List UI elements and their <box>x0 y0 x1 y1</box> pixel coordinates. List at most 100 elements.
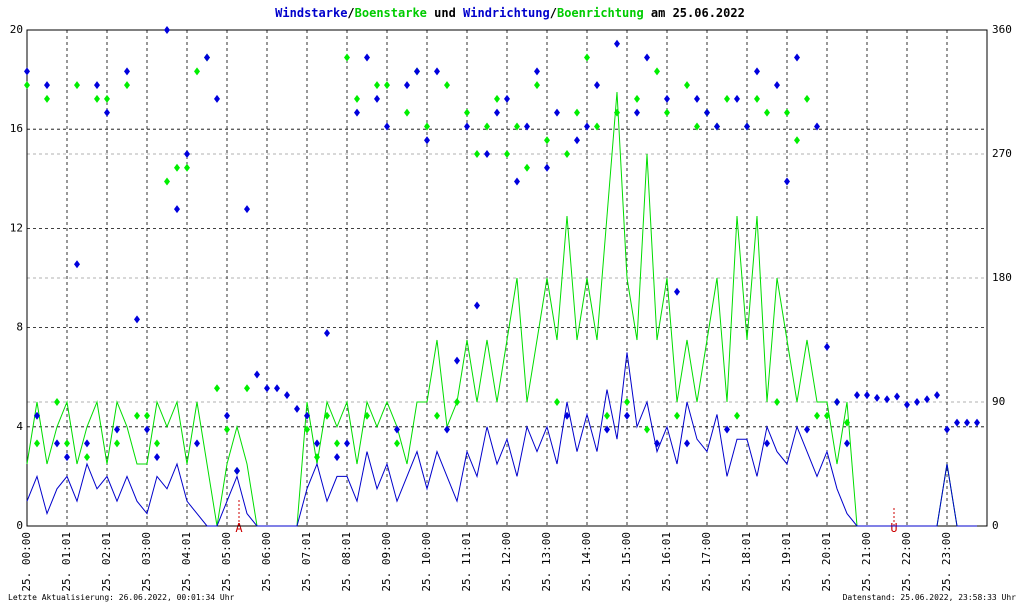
direction-point <box>794 53 800 62</box>
direction-point <box>84 453 90 462</box>
direction-point <box>884 395 890 404</box>
direction-point <box>254 370 260 379</box>
direction-point <box>354 94 360 103</box>
direction-point <box>534 81 540 90</box>
direction-point <box>614 108 620 117</box>
direction-point <box>284 391 290 400</box>
direction-point <box>844 418 850 427</box>
annotation: A <box>235 521 243 535</box>
direction-point <box>604 425 610 434</box>
direction-point <box>144 411 150 420</box>
y-tick-label: 0 <box>16 519 23 532</box>
direction-point <box>554 108 560 117</box>
direction-point <box>764 439 770 448</box>
y2-tick-label: 0 <box>992 519 999 532</box>
direction-point <box>844 439 850 448</box>
direction-point <box>114 439 120 448</box>
direction-point <box>614 39 620 48</box>
x-tick-label: 25. 18:01 <box>740 532 753 592</box>
y2-tick-label: 90 <box>992 395 1005 408</box>
direction-point <box>424 136 430 145</box>
y-tick-label: 16 <box>10 122 23 135</box>
y-tick-label: 8 <box>16 321 23 334</box>
x-tick-label: 25. 23:00 <box>940 532 953 592</box>
direction-point <box>754 67 760 76</box>
direction-point <box>384 81 390 90</box>
direction-point <box>784 108 790 117</box>
direction-point <box>684 439 690 448</box>
direction-point <box>564 150 570 158</box>
direction-point <box>214 94 220 103</box>
direction-point <box>364 411 370 420</box>
direction-point <box>634 94 640 103</box>
direction-point <box>124 67 130 76</box>
direction-point <box>704 108 710 117</box>
direction-point <box>574 136 580 145</box>
direction-point <box>654 439 660 448</box>
direction-point <box>64 439 70 448</box>
direction-point <box>214 384 220 393</box>
direction-point <box>594 81 600 90</box>
y-tick-label: 4 <box>16 420 23 433</box>
direction-point <box>464 108 470 117</box>
direction-point <box>444 81 450 90</box>
direction-point <box>554 398 560 406</box>
direction-point <box>114 425 120 434</box>
direction-point <box>904 400 910 409</box>
direction-point <box>734 94 740 103</box>
direction-point <box>104 94 110 103</box>
direction-point <box>544 136 550 145</box>
direction-point <box>314 453 320 462</box>
direction-point <box>534 67 540 76</box>
direction-point <box>504 94 510 103</box>
direction-point <box>464 122 470 131</box>
direction-point <box>544 163 550 172</box>
direction-point <box>54 439 60 448</box>
direction-point <box>44 94 50 103</box>
direction-point <box>24 81 30 90</box>
direction-point <box>124 81 130 90</box>
title-part: Windstarke <box>275 6 347 20</box>
direction-point <box>164 26 170 34</box>
title-part: / <box>347 6 354 20</box>
direction-point <box>804 94 810 103</box>
direction-point <box>384 122 390 131</box>
direction-point <box>374 81 380 90</box>
direction-point <box>684 81 690 90</box>
plot-frame <box>26 29 988 527</box>
x-tick-label: 25. 21:00 <box>860 532 873 592</box>
direction-point <box>314 439 320 448</box>
direction-point <box>484 122 490 131</box>
direction-point <box>524 163 530 172</box>
x-tick-label: 25. 11:01 <box>460 532 473 592</box>
y2-tick-label: 270 <box>992 147 1012 160</box>
x-tick-label: 25. 00:00 <box>20 532 33 592</box>
footer-right: Datenstand: 25.06.2022, 23:58:33 Uhr <box>843 593 1017 602</box>
direction-point <box>584 53 590 62</box>
direction-point <box>404 81 410 90</box>
direction-point <box>924 395 930 404</box>
x-tick-label: 25. 10:00 <box>420 532 433 592</box>
title-part: / <box>550 6 557 20</box>
x-tick-label: 25. 19:01 <box>780 532 793 592</box>
direction-point <box>34 439 40 448</box>
direction-point <box>474 301 480 310</box>
direction-point <box>894 392 900 401</box>
direction-point <box>414 67 420 76</box>
y2-tick-label: 180 <box>992 271 1012 284</box>
x-tick-label: 25. 12:00 <box>500 532 513 592</box>
direction-point <box>604 411 610 420</box>
direction-point <box>64 453 70 462</box>
direction-point <box>434 67 440 76</box>
direction-point <box>634 108 640 117</box>
direction-point <box>294 404 300 413</box>
direction-point <box>44 81 50 90</box>
direction-point <box>714 122 720 131</box>
direction-point <box>834 398 840 406</box>
direction-point <box>304 411 310 420</box>
direction-point <box>194 439 200 448</box>
direction-point <box>234 466 240 475</box>
direction-point <box>74 81 80 90</box>
direction-point <box>374 94 380 103</box>
